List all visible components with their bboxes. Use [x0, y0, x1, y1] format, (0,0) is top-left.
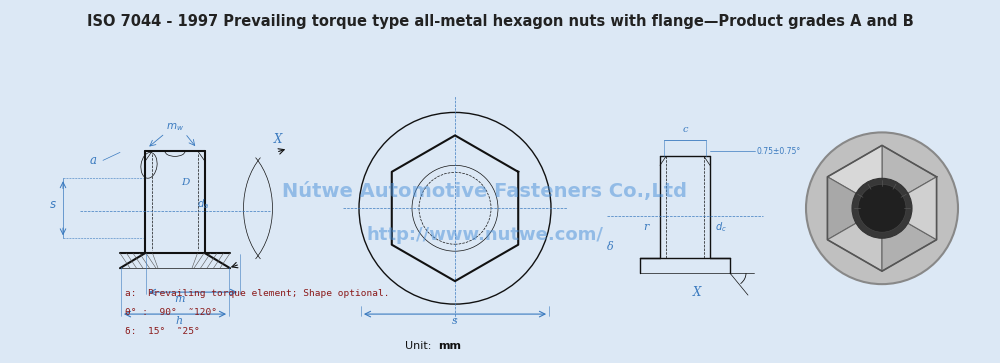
- Polygon shape: [882, 208, 937, 271]
- Text: D: D: [181, 178, 189, 187]
- Circle shape: [858, 184, 906, 232]
- Text: h: h: [175, 316, 183, 326]
- Text: X: X: [274, 133, 282, 146]
- Text: r: r: [643, 222, 648, 232]
- Text: a: a: [90, 154, 96, 167]
- Text: δ:  15°  ˜25°: δ: 15° ˜25°: [125, 327, 200, 335]
- Text: m: m: [174, 294, 184, 304]
- Polygon shape: [827, 145, 882, 208]
- Circle shape: [852, 178, 912, 238]
- Text: δ: δ: [607, 242, 614, 252]
- Text: X: X: [693, 286, 701, 299]
- Text: c: c: [682, 125, 688, 134]
- Text: $m_w$: $m_w$: [166, 121, 184, 133]
- Text: s: s: [452, 316, 458, 326]
- Text: $s$: $s$: [49, 198, 57, 211]
- Text: $d_a$: $d_a$: [197, 197, 209, 211]
- Text: θ° :  90°  ˜120°: θ° : 90° ˜120°: [125, 307, 217, 317]
- Text: 0.75±0.75°: 0.75±0.75°: [757, 147, 801, 156]
- Polygon shape: [882, 177, 937, 240]
- Text: Unit:: Unit:: [405, 341, 435, 351]
- Circle shape: [806, 132, 958, 284]
- Text: mm: mm: [438, 341, 461, 351]
- Polygon shape: [882, 145, 937, 208]
- Text: Nútwe Automotive Fasteners Co.,Ltd: Nútwe Automotive Fasteners Co.,Ltd: [282, 182, 688, 201]
- Polygon shape: [827, 208, 882, 271]
- Text: ISO 7044 - 1997 Prevailing torque type all-metal hexagon nuts with flange—Produc: ISO 7044 - 1997 Prevailing torque type a…: [87, 14, 913, 29]
- Text: $d_c$: $d_c$: [715, 220, 727, 234]
- Polygon shape: [827, 177, 882, 240]
- Text: http://www.nutwe.com/: http://www.nutwe.com/: [366, 226, 604, 244]
- Text: a:  Prevailing torque element; Shape optional.: a: Prevailing torque element; Shape opti…: [125, 289, 390, 298]
